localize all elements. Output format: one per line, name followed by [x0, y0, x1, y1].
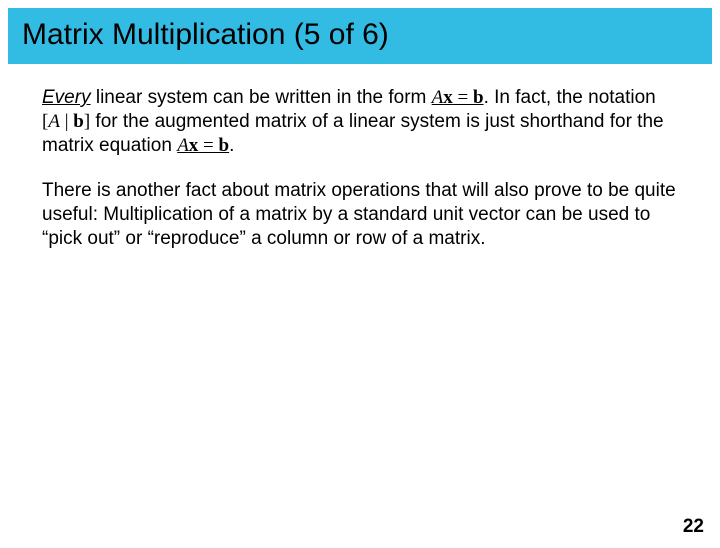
paragraph-2: There is another fact about matrix opera…: [42, 179, 678, 250]
aug-A: A: [48, 111, 60, 132]
p1-t5: .: [229, 135, 234, 156]
p1-t2: linear system can be written in the form: [91, 87, 432, 108]
page-number: 22: [683, 516, 704, 538]
title-bar: Matrix Multiplication (5 of 6): [8, 8, 712, 64]
p1-t3: . In fact, the notation: [484, 87, 656, 108]
p1-eqn-2: Ax = b: [177, 135, 229, 156]
eq-b2: b: [219, 135, 230, 156]
slide-content: Every linear system can be written in th…: [0, 64, 720, 251]
eq-eq: =: [453, 87, 473, 108]
p1-eqn-1: Ax = b: [432, 87, 484, 108]
slide-title: Matrix Multiplication (5 of 6): [22, 18, 698, 52]
eq-A: A: [432, 87, 444, 108]
aug-bar: |: [60, 111, 73, 132]
eq-A2: A: [177, 135, 189, 156]
p1-t4: for the augmented matrix of a linear sys…: [42, 111, 664, 156]
eq-x: x: [443, 87, 453, 108]
augmented-matrix: [A | b]: [42, 111, 90, 132]
p1-emph: Every: [42, 87, 91, 108]
eq-x2: x: [189, 135, 199, 156]
eq-b: b: [473, 87, 484, 108]
aug-b: b: [73, 111, 84, 132]
eq-eq2: =: [198, 135, 218, 156]
paragraph-1: Every linear system can be written in th…: [42, 86, 678, 157]
